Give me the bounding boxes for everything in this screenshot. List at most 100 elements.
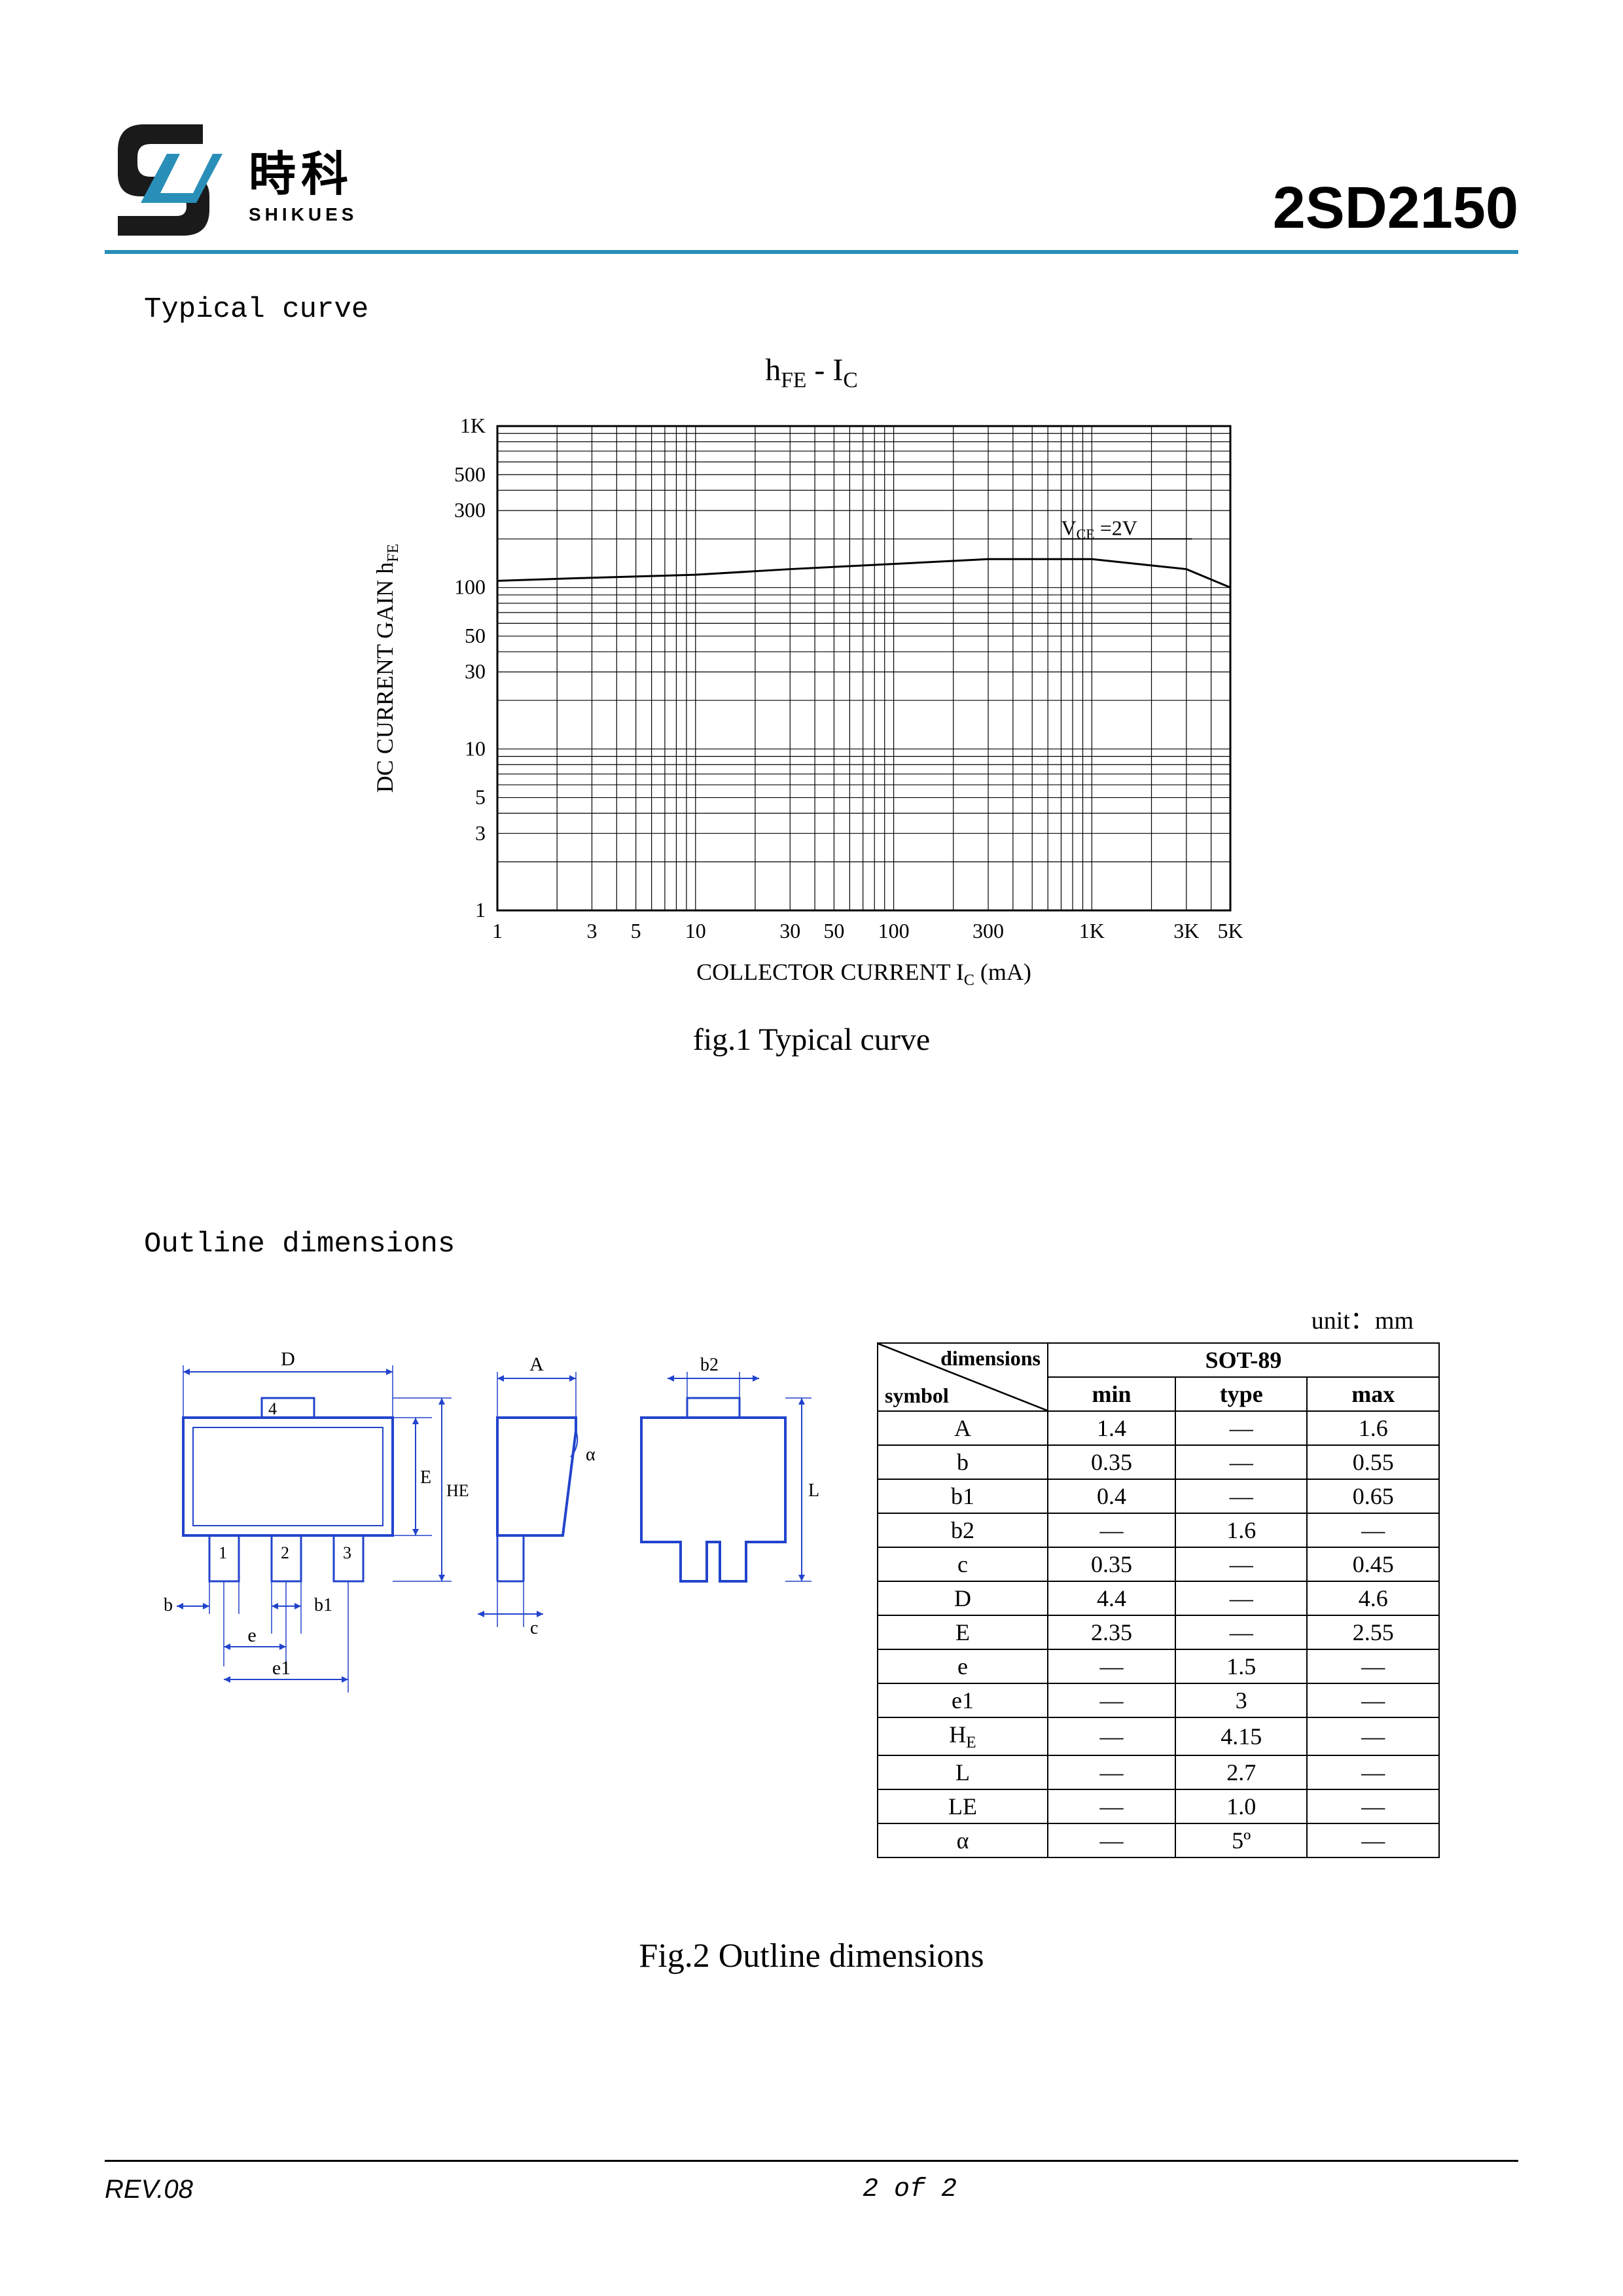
svg-text:b2: b2 bbox=[700, 1355, 719, 1375]
cell-symbol: b2 bbox=[878, 1513, 1048, 1547]
unit-label: unit：mm bbox=[877, 1300, 1440, 1336]
cell-typ: 1.0 bbox=[1175, 1789, 1308, 1823]
page-footer: REV.08 2 of 2 bbox=[105, 2160, 1518, 2204]
section1-label: Typical curve bbox=[144, 293, 1518, 326]
cell-typ: — bbox=[1175, 1615, 1308, 1649]
cell-typ: — bbox=[1175, 1581, 1308, 1615]
cell-max: 0.55 bbox=[1307, 1445, 1439, 1479]
cell-typ: — bbox=[1175, 1547, 1308, 1581]
svg-text:DC CURRENT GAIN hFE: DC CURRENT GAIN hFE bbox=[372, 543, 402, 792]
cell-max: — bbox=[1307, 1649, 1439, 1683]
logo-english-text: SHIKUES bbox=[249, 204, 357, 225]
svg-text:500: 500 bbox=[454, 462, 486, 486]
page-number: 2 of 2 bbox=[301, 2175, 1518, 2204]
shikues-logo-icon bbox=[105, 118, 236, 242]
cell-typ: — bbox=[1175, 1411, 1308, 1445]
cell-max: — bbox=[1307, 1755, 1439, 1789]
svg-text:5: 5 bbox=[475, 785, 486, 808]
svg-text:3: 3 bbox=[475, 821, 486, 844]
svg-text:300: 300 bbox=[454, 498, 486, 522]
cell-max: 0.65 bbox=[1307, 1479, 1439, 1513]
cell-typ: — bbox=[1175, 1445, 1308, 1479]
svg-text:3: 3 bbox=[343, 1543, 351, 1562]
table-row: D4.4—4.6 bbox=[878, 1581, 1439, 1615]
cell-max: 1.6 bbox=[1307, 1411, 1439, 1445]
svg-text:50: 50 bbox=[823, 919, 844, 942]
table-row: e—1.5— bbox=[878, 1649, 1439, 1683]
table-row: HE—4.15— bbox=[878, 1717, 1439, 1755]
table-row: LE—1.0— bbox=[878, 1789, 1439, 1823]
svg-text:1: 1 bbox=[219, 1543, 227, 1562]
cell-min: — bbox=[1048, 1513, 1175, 1547]
svg-text:4: 4 bbox=[268, 1399, 277, 1418]
cell-max: 4.6 bbox=[1307, 1581, 1439, 1615]
cell-min: 0.35 bbox=[1048, 1445, 1175, 1479]
svg-text:E: E bbox=[420, 1467, 431, 1488]
cell-symbol: L bbox=[878, 1755, 1048, 1789]
svg-text:c: c bbox=[530, 1618, 538, 1638]
cell-typ: 5º bbox=[1175, 1823, 1308, 1857]
cell-symbol: E bbox=[878, 1615, 1048, 1649]
cell-symbol: α bbox=[878, 1823, 1048, 1857]
cell-min: — bbox=[1048, 1823, 1175, 1857]
revision-label: REV.08 bbox=[105, 2175, 301, 2204]
svg-text:b1: b1 bbox=[314, 1595, 332, 1615]
outline-drawing: 4123DEHEbb1ee1Acαb2L bbox=[105, 1300, 825, 1709]
cell-symbol: e bbox=[878, 1649, 1048, 1683]
cell-typ: 1.5 bbox=[1175, 1649, 1308, 1683]
table-row: A1.4—1.6 bbox=[878, 1411, 1439, 1445]
svg-text:1K: 1K bbox=[460, 414, 486, 437]
svg-text:2: 2 bbox=[281, 1543, 289, 1562]
svg-text:30: 30 bbox=[779, 919, 800, 942]
svg-text:5: 5 bbox=[631, 919, 641, 942]
svg-text:α: α bbox=[586, 1444, 596, 1465]
table-row: b0.35—0.55 bbox=[878, 1445, 1439, 1479]
cell-min: — bbox=[1048, 1717, 1175, 1755]
cell-min: 0.35 bbox=[1048, 1547, 1175, 1581]
cell-min: 4.4 bbox=[1048, 1581, 1175, 1615]
svg-text:L: L bbox=[808, 1480, 819, 1501]
table-row: e1—3— bbox=[878, 1683, 1439, 1717]
cell-typ: 3 bbox=[1175, 1683, 1308, 1717]
table-row: E2.35—2.55 bbox=[878, 1615, 1439, 1649]
svg-text:e: e bbox=[247, 1624, 256, 1646]
table-header-diag: dimensionssymbol bbox=[878, 1343, 1048, 1411]
logo-block: 時科 SHIKUES bbox=[105, 118, 357, 242]
svg-text:1: 1 bbox=[475, 898, 486, 922]
cell-min: 0.4 bbox=[1048, 1479, 1175, 1513]
fig2-caption: Fig.2 Outline dimensions bbox=[105, 1937, 1518, 1975]
section2-label: Outline dimensions bbox=[144, 1228, 1518, 1261]
svg-text:30: 30 bbox=[465, 659, 486, 683]
svg-text:1: 1 bbox=[492, 919, 503, 942]
cell-symbol: D bbox=[878, 1581, 1048, 1615]
cell-max: — bbox=[1307, 1789, 1439, 1823]
svg-text:b: b bbox=[164, 1595, 173, 1615]
cell-typ: 4.15 bbox=[1175, 1717, 1308, 1755]
logo-chinese-text: 時科 bbox=[249, 135, 357, 204]
dimensions-table: dimensionssymbolSOT-89mintypemaxA1.4—1.6… bbox=[877, 1342, 1440, 1858]
cell-symbol: e1 bbox=[878, 1683, 1048, 1717]
cell-min: 2.35 bbox=[1048, 1615, 1175, 1649]
cell-symbol: A bbox=[878, 1411, 1048, 1445]
cell-symbol: b bbox=[878, 1445, 1048, 1479]
table-row: α—5º— bbox=[878, 1823, 1439, 1857]
cell-min: 1.4 bbox=[1048, 1411, 1175, 1445]
hfe-ic-chart: 1351030501003001K3K5K1351030501003005001… bbox=[353, 413, 1270, 1002]
svg-text:100: 100 bbox=[878, 919, 910, 942]
cell-symbol: b1 bbox=[878, 1479, 1048, 1513]
svg-text:COLLECTOR CURRENT IC (mA): COLLECTOR CURRENT IC (mA) bbox=[696, 959, 1031, 989]
cell-min: — bbox=[1048, 1755, 1175, 1789]
cell-symbol: c bbox=[878, 1547, 1048, 1581]
cell-typ: 2.7 bbox=[1175, 1755, 1308, 1789]
table-row: c0.35—0.45 bbox=[878, 1547, 1439, 1581]
cell-typ: — bbox=[1175, 1479, 1308, 1513]
cell-min: — bbox=[1048, 1683, 1175, 1717]
cell-max: 0.45 bbox=[1307, 1547, 1439, 1581]
cell-typ: 1.6 bbox=[1175, 1513, 1308, 1547]
cell-max: — bbox=[1307, 1513, 1439, 1547]
cell-max: — bbox=[1307, 1823, 1439, 1857]
part-number: 2SD2150 bbox=[1273, 175, 1518, 242]
cell-max: 2.55 bbox=[1307, 1615, 1439, 1649]
cell-symbol: LE bbox=[878, 1789, 1048, 1823]
cell-max: — bbox=[1307, 1683, 1439, 1717]
